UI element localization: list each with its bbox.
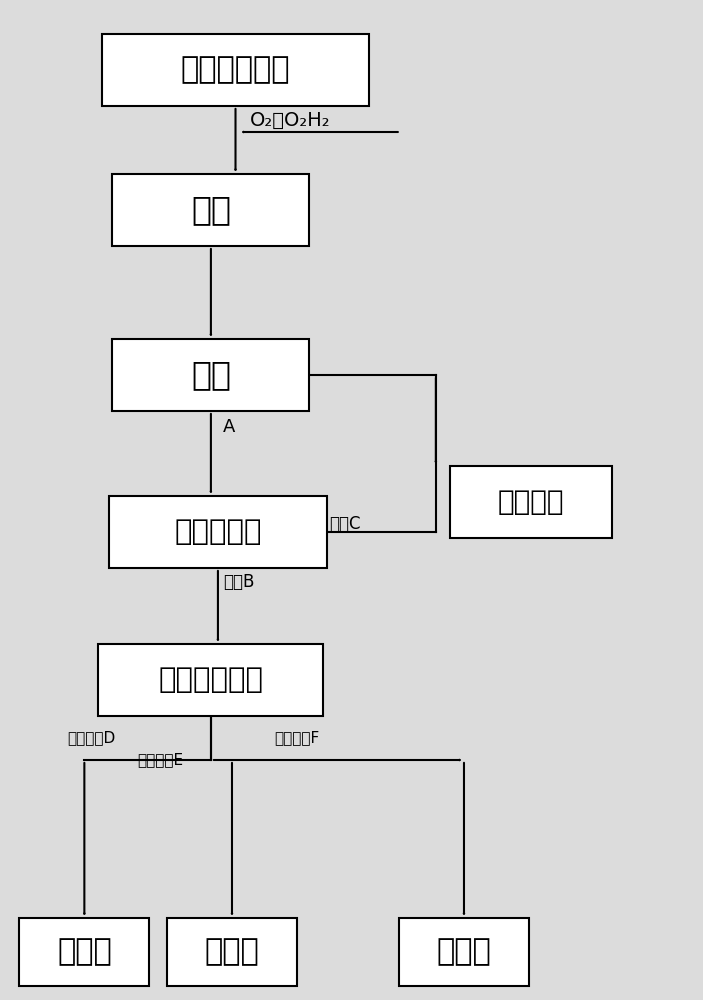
Text: 钛精矿: 钛精矿 [437,938,491,966]
Bar [112,174,309,246]
Text: 碱浸: 碱浸 [191,194,231,227]
Bar [112,339,309,411]
Bar [19,918,149,986]
Text: 重选中矿F: 重选中矿F [274,730,319,746]
Text: 钒钛磁铁精矿: 钒钛磁铁精矿 [181,55,290,85]
Bar [109,496,327,568]
Text: 重选精矿D: 重选精矿D [67,730,115,746]
Text: O₂或O₂H₂: O₂或O₂H₂ [250,110,330,129]
Text: 沉砂B: 沉砂B [224,573,255,591]
Bar [102,34,369,106]
Text: 回收利用: 回收利用 [498,488,564,516]
Text: 螺旋溜槽重选: 螺旋溜槽重选 [158,666,264,694]
Bar [450,466,612,538]
Text: 尾　矿: 尾 矿 [205,938,259,966]
Bar [399,918,529,986]
Bar [98,644,323,716]
Text: 重选尾矿E: 重选尾矿E [137,752,183,768]
Text: 过滤: 过滤 [191,359,231,391]
Text: 溢流C: 溢流C [329,515,361,533]
Bar [167,918,297,986]
Text: A: A [223,418,236,436]
Text: 铁精矿: 铁精矿 [57,938,112,966]
Text: 旋流器分级: 旋流器分级 [174,518,262,546]
